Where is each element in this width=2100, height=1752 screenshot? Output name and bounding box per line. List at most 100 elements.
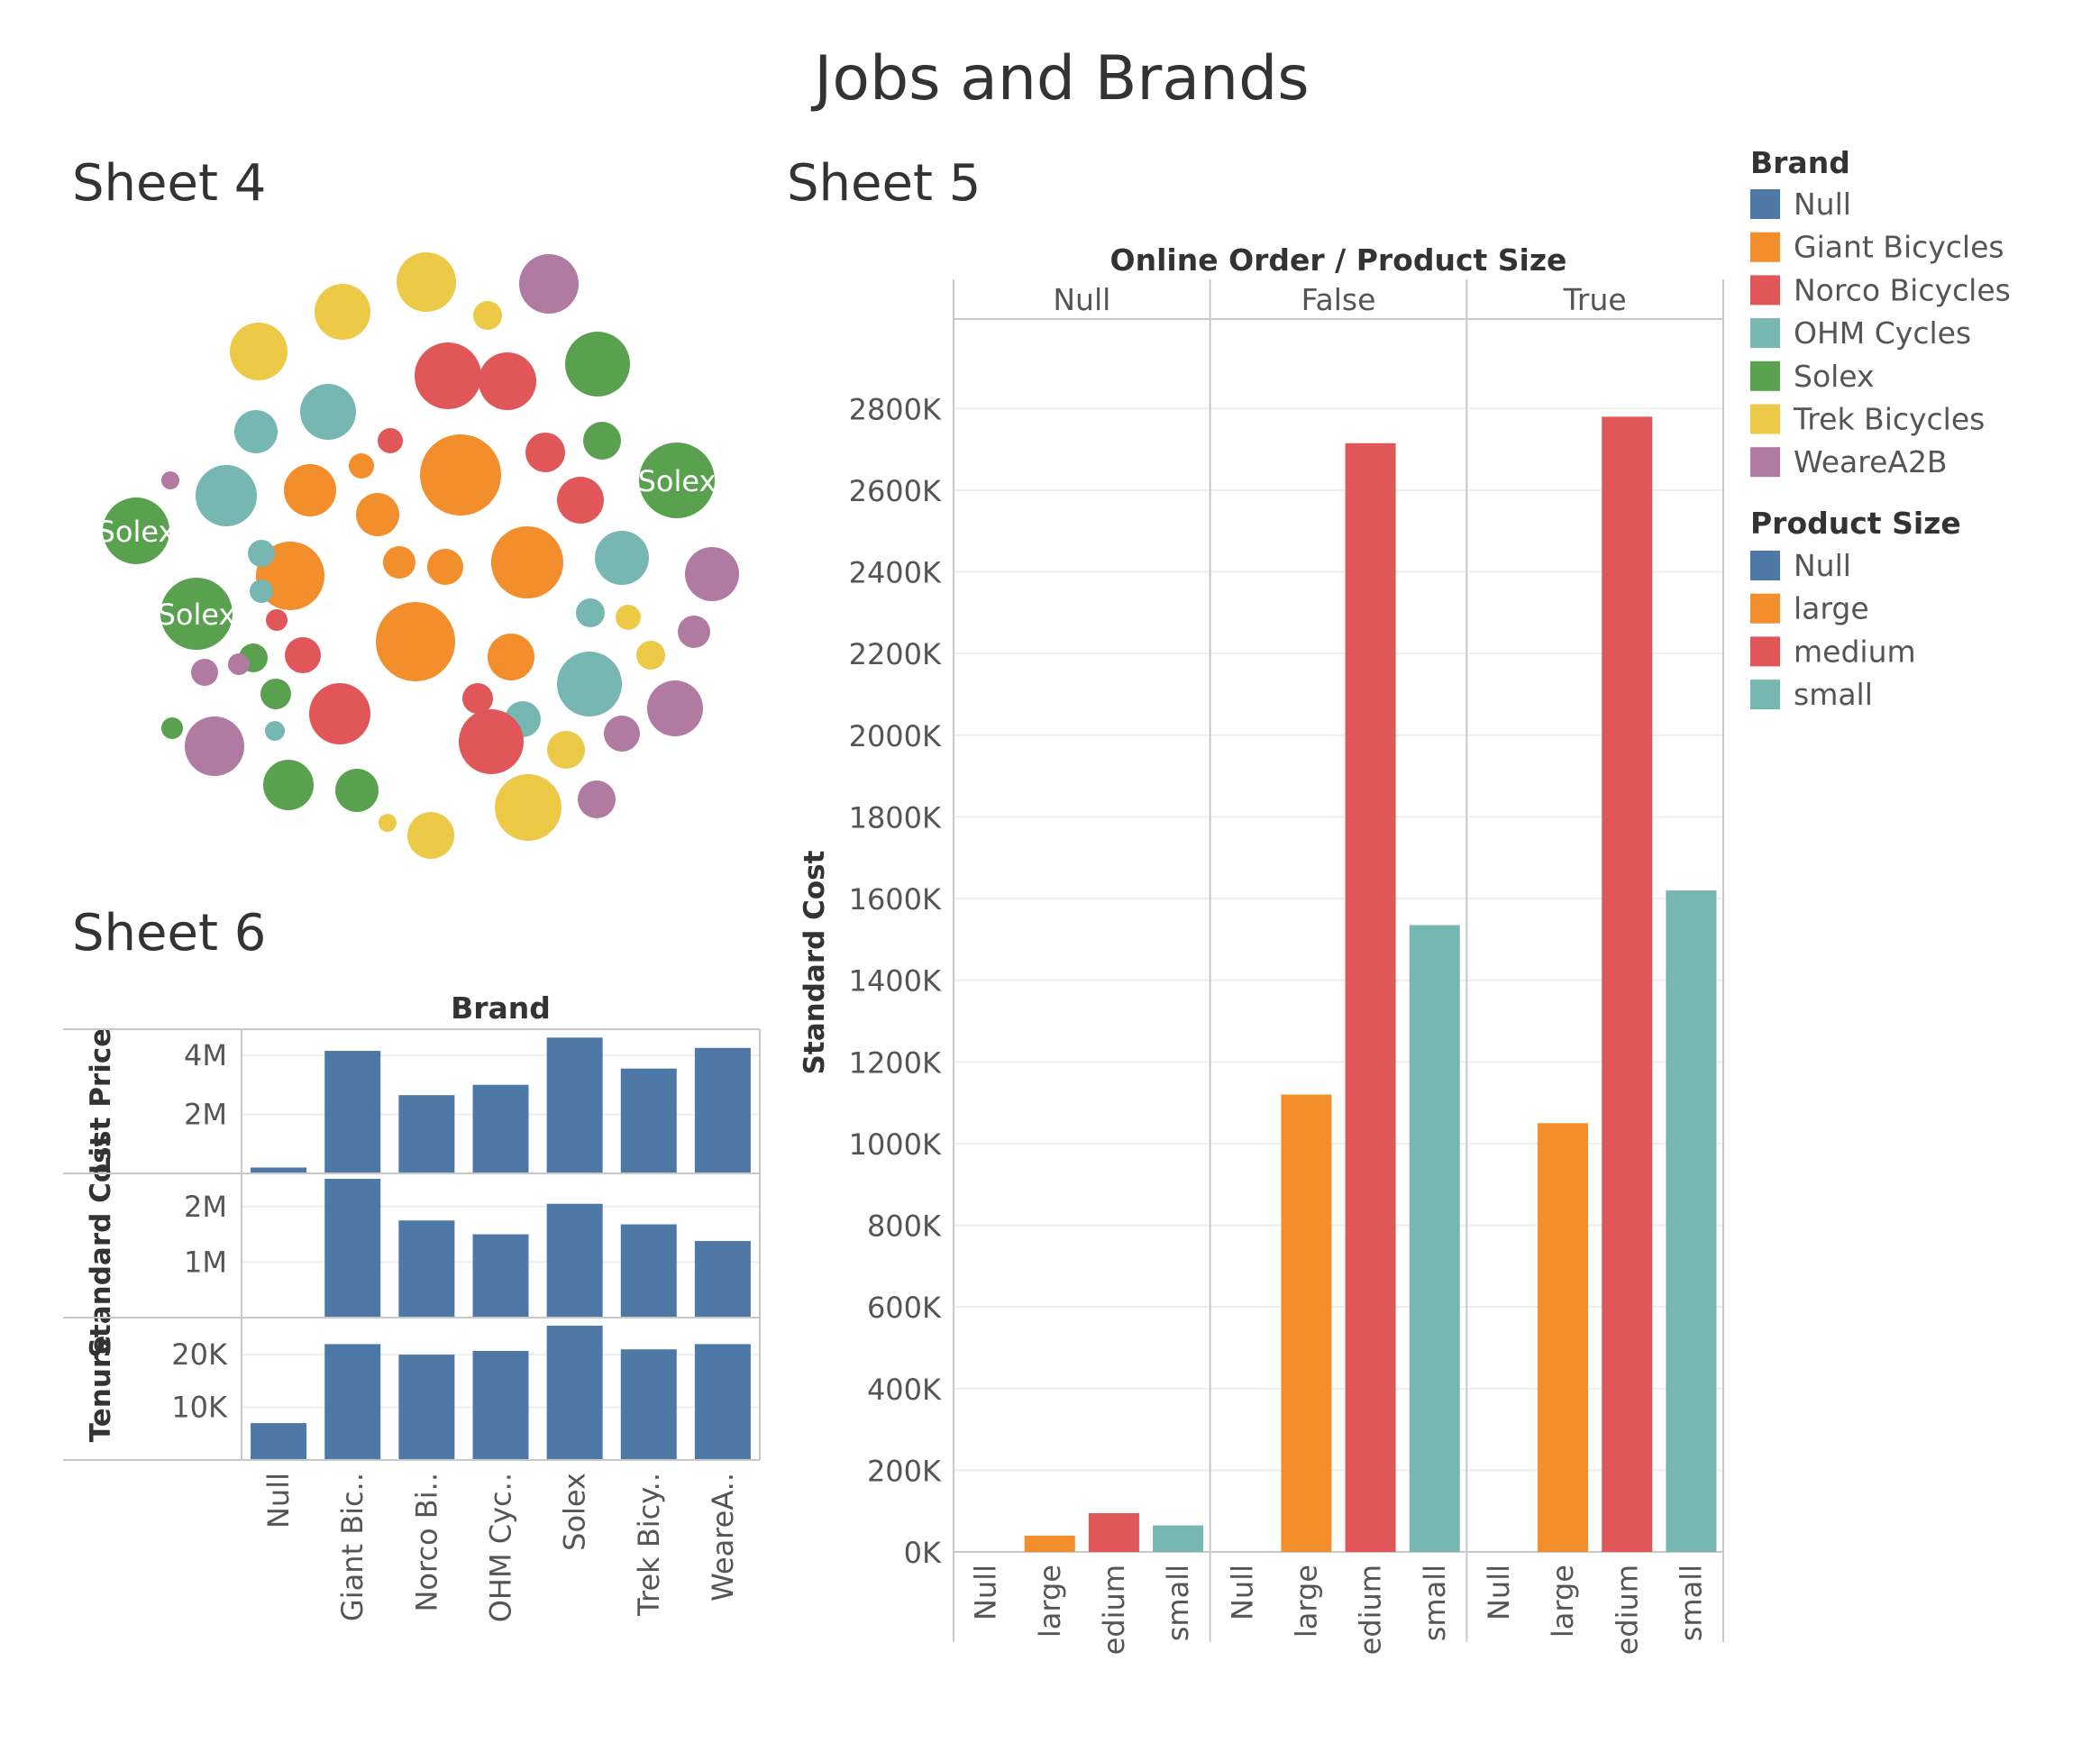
bubble [473,301,502,330]
bubble [161,717,183,739]
bubble [479,352,536,410]
bar [620,1224,677,1318]
x-tick-label: large [1033,1565,1067,1638]
bubble [335,769,379,812]
legend-swatch [1750,593,1780,624]
legend-swatch [1750,551,1780,580]
bubble [300,384,356,440]
bubble [462,683,493,714]
bubble [196,465,257,526]
y-tick-label: 1800K [849,800,942,835]
bubble [576,598,605,627]
y-tick-label: 1M [184,1245,227,1279]
bubble [185,716,244,776]
y-tick-label: 20K [171,1337,228,1372]
bar [251,1423,307,1460]
x-tick-label: Giant Bic.. [335,1473,370,1621]
legend-item-label: medium [1794,634,1916,669]
bar [694,1344,751,1460]
bubble [415,342,481,409]
bar [1281,1094,1332,1552]
row-header-label: List Price [85,1028,117,1174]
bar [472,1350,529,1460]
panel-header-label: Null [1053,282,1110,317]
y-tick-label: 400K [867,1373,942,1407]
bar [1538,1123,1589,1552]
bubble [491,526,563,598]
bubble [376,602,455,681]
x-tick-label: small [1418,1565,1452,1641]
x-tick-label: small [1161,1565,1195,1641]
sheet6-title: Sheet 6 [72,904,266,963]
y-tick-label: 0K [904,1536,942,1570]
legend-swatch [1750,636,1780,667]
bar [324,1051,381,1173]
bubble-label: Solex [158,598,236,632]
x-tick-label: Trek Bicy.. [632,1473,666,1617]
bubble [636,641,665,670]
bar [546,1037,603,1173]
bar [546,1325,603,1460]
bubble [379,814,397,832]
y-tick-label: 600K [867,1291,942,1325]
bubble [248,540,275,567]
legend-swatch [1750,275,1780,306]
bubble [685,547,739,601]
bar [1602,416,1653,1552]
x-tick-label: edium [1097,1565,1131,1655]
y-tick-label: 1600K [849,882,942,917]
y-tick-label: 800K [867,1209,942,1244]
legend-swatch [1750,447,1780,478]
sheet5-y-axis-label: Standard Cost [799,850,831,1074]
y-tick-label: 2M [184,1190,227,1224]
x-tick-label: large [1289,1565,1323,1638]
bubble [557,652,622,716]
bubble [397,252,456,312]
bubble [228,653,250,675]
sheet6-header-title: Brand [451,990,551,1026]
x-tick-label: Null [1482,1565,1516,1620]
x-tick-label: edium [1610,1565,1644,1655]
sheet6-bar-chart: Brand 2M 4M List Price 1M 2M Standard Cost 10K 2… [63,990,761,1622]
y-tick-label: 1000K [849,1127,942,1162]
bubble [678,616,710,648]
bar [472,1234,529,1318]
bubble [420,434,501,516]
legend-swatch [1750,360,1780,391]
x-tick-label: Null [1225,1565,1259,1620]
x-tick-label: OHM Cyc.. [484,1473,518,1622]
bubble [616,605,641,630]
bubble [604,716,640,752]
y-tick-label: 2800K [849,392,942,426]
bar [1024,1535,1075,1552]
legend-item-label: small [1794,677,1873,712]
legend-item-label: Null [1794,187,1851,222]
bubble [427,549,463,585]
y-tick-label: 1200K [849,1045,942,1080]
y-tick-label: 2200K [849,637,942,671]
bubble [284,464,336,516]
bubble [459,709,524,774]
bar [546,1203,603,1318]
bubble [488,634,534,680]
legend-item-label: Null [1794,548,1851,583]
sheet4-title: Sheet 4 [72,154,266,213]
bar [1409,925,1460,1552]
legend-swatch [1750,232,1780,262]
legend-swatch [1750,680,1780,710]
x-tick-label: large [1546,1565,1580,1638]
bubble [595,531,649,585]
panel-header-label: False [1301,282,1376,317]
sheet5-title: Sheet 5 [787,154,981,213]
bubble [266,609,288,631]
bubble [583,422,621,460]
legend-item-label: Solex [1794,359,1875,394]
sheet4-bubble-chart: Solex Solex Solex [97,252,739,859]
bubble [315,284,370,340]
bubble [565,332,630,397]
bubble [349,453,374,479]
bar [398,1220,455,1318]
bar [1345,443,1396,1553]
bubble [260,679,291,709]
